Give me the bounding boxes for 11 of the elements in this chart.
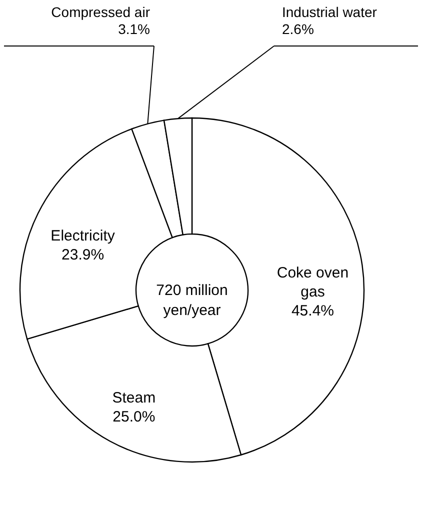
slice-label: Steam: [112, 389, 156, 406]
slice-label: Electricity: [50, 228, 116, 245]
data-label: 45.4%: [291, 302, 334, 320]
slice-label: Industrial water: [282, 4, 378, 20]
text: 720 million yen/year: [156, 282, 228, 319]
data-label: 2.6%: [282, 21, 314, 37]
data-label: 23.9%: [62, 246, 104, 264]
slice-label: Coke oven gas: [276, 264, 349, 300]
data-label: 3.1%: [118, 21, 150, 37]
data-label: 25.0%: [112, 408, 156, 426]
slice-label: Compressed air: [51, 4, 150, 20]
